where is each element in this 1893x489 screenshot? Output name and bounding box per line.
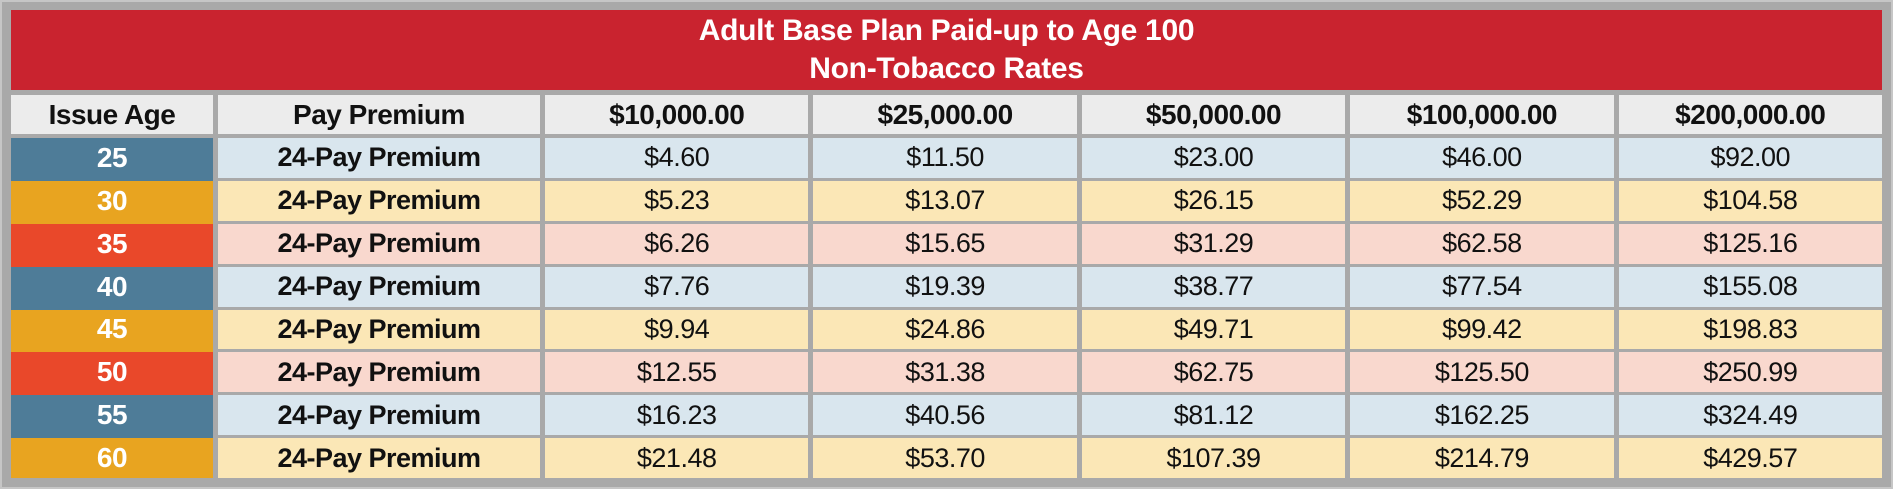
table-row: 45 24-Pay Premium $9.94 $24.86 $49.71 $9… <box>11 309 1882 353</box>
table-title-line2: Non-Tobacco Rates <box>809 52 1084 85</box>
issue-age-cell: 35 <box>11 223 213 267</box>
pay-premium-cell: 24-Pay Premium <box>218 223 540 264</box>
table-row: 25 24-Pay Premium $4.60 $11.50 $23.00 $4… <box>11 138 1882 181</box>
rate-cell-50000: $49.71 <box>1081 309 1346 350</box>
rate-cell-10000: $4.60 <box>545 138 809 178</box>
rate-cell-200000: $198.83 <box>1618 309 1882 350</box>
issue-age-cell: 30 <box>11 180 213 224</box>
pay-premium-cell: 24-Pay Premium <box>218 395 540 436</box>
rate-cell-200000: $324.49 <box>1618 395 1882 436</box>
rate-cell-25000: $13.07 <box>813 180 1077 221</box>
table-row: 60 24-Pay Premium $21.48 $53.70 $107.39 … <box>11 438 1882 478</box>
rate-cell-25000: $11.50 <box>813 138 1077 178</box>
rate-cell-50000: $26.15 <box>1081 180 1346 221</box>
rate-cell-50000: $38.77 <box>1081 266 1346 307</box>
table-row: 50 24-Pay Premium $12.55 $31.38 $62.75 $… <box>11 352 1882 396</box>
rate-cell-25000: $53.70 <box>813 438 1077 478</box>
rate-cell-200000: $92.00 <box>1618 138 1882 178</box>
rate-cell-200000: $104.58 <box>1618 180 1882 221</box>
rate-cell-50000: $62.75 <box>1081 352 1346 393</box>
rate-cell-200000: $155.08 <box>1618 266 1882 307</box>
issue-age-cell: 40 <box>11 266 213 310</box>
rate-cell-25000: $19.39 <box>813 266 1077 307</box>
pay-premium-cell: 24-Pay Premium <box>218 180 540 221</box>
rate-cell-50000: $107.39 <box>1081 438 1346 478</box>
table-row: 35 24-Pay Premium $6.26 $15.65 $31.29 $6… <box>11 223 1882 267</box>
rate-cell-10000: $5.23 <box>545 180 809 221</box>
issue-age-cell: 25 <box>11 138 213 181</box>
rate-cell-10000: $21.48 <box>545 438 809 478</box>
rate-cell-10000: $7.76 <box>545 266 809 307</box>
table-row: 55 24-Pay Premium $16.23 $40.56 $81.12 $… <box>11 395 1882 438</box>
rate-cell-50000: $23.00 <box>1081 138 1346 178</box>
rate-cell-25000: $15.65 <box>813 223 1077 264</box>
pay-premium-cell: 24-Pay Premium <box>218 352 540 393</box>
issue-age-cell: 45 <box>11 309 213 353</box>
table-title-banner: Adult Base Plan Paid-up to Age 100 Non-T… <box>11 10 1882 90</box>
pay-premium-cell: 24-Pay Premium <box>218 266 540 307</box>
rate-cell-25000: $40.56 <box>813 395 1077 436</box>
rate-cell-100000: $62.58 <box>1350 223 1614 264</box>
table-title-line1: Adult Base Plan Paid-up to Age 100 <box>698 14 1195 47</box>
issue-age-cell: 50 <box>11 352 213 396</box>
rate-cell-100000: $162.25 <box>1350 395 1614 436</box>
table-row: 30 24-Pay Premium $5.23 $13.07 $26.15 $5… <box>11 180 1882 224</box>
rate-cell-10000: $9.94 <box>545 309 809 350</box>
column-header-50000: $50,000.00 <box>1081 95 1346 134</box>
rate-cell-50000: $81.12 <box>1081 395 1346 436</box>
rate-cell-10000: $12.55 <box>545 352 809 393</box>
rate-cell-10000: $16.23 <box>545 395 809 436</box>
column-header-10000: $10,000.00 <box>545 95 809 134</box>
column-header-100000: $100,000.00 <box>1350 95 1614 134</box>
rate-cell-50000: $31.29 <box>1081 223 1346 264</box>
rate-cell-100000: $46.00 <box>1350 138 1614 178</box>
issue-age-cell: 60 <box>11 438 213 478</box>
issue-age-cell: 55 <box>11 395 213 438</box>
rate-cell-100000: $52.29 <box>1350 180 1614 221</box>
pay-premium-cell: 24-Pay Premium <box>218 309 540 350</box>
column-header-25000: $25,000.00 <box>813 95 1077 134</box>
table-row: 40 24-Pay Premium $7.76 $19.39 $38.77 $7… <box>11 266 1882 310</box>
rate-cell-100000: $125.50 <box>1350 352 1614 393</box>
rate-cell-100000: $77.54 <box>1350 266 1614 307</box>
table-body: 25 24-Pay Premium $4.60 $11.50 $23.00 $4… <box>11 138 1882 478</box>
rate-cell-200000: $125.16 <box>1618 223 1882 264</box>
column-header-200000: $200,000.00 <box>1618 95 1882 134</box>
rate-cell-100000: $214.79 <box>1350 438 1614 478</box>
pay-premium-cell: 24-Pay Premium <box>218 138 540 178</box>
column-header-pay-premium: Pay Premium <box>218 95 540 134</box>
column-header-issue-age: Issue Age <box>11 95 213 134</box>
rate-cell-25000: $31.38 <box>813 352 1077 393</box>
rate-cell-10000: $6.26 <box>545 223 809 264</box>
rate-cell-25000: $24.86 <box>813 309 1077 350</box>
rate-cell-200000: $250.99 <box>1618 352 1882 393</box>
rate-cell-100000: $99.42 <box>1350 309 1614 350</box>
rate-cell-200000: $429.57 <box>1618 438 1882 478</box>
pay-premium-cell: 24-Pay Premium <box>218 438 540 478</box>
column-header-row: Issue Age Pay Premium $10,000.00 $25,000… <box>11 95 1882 134</box>
